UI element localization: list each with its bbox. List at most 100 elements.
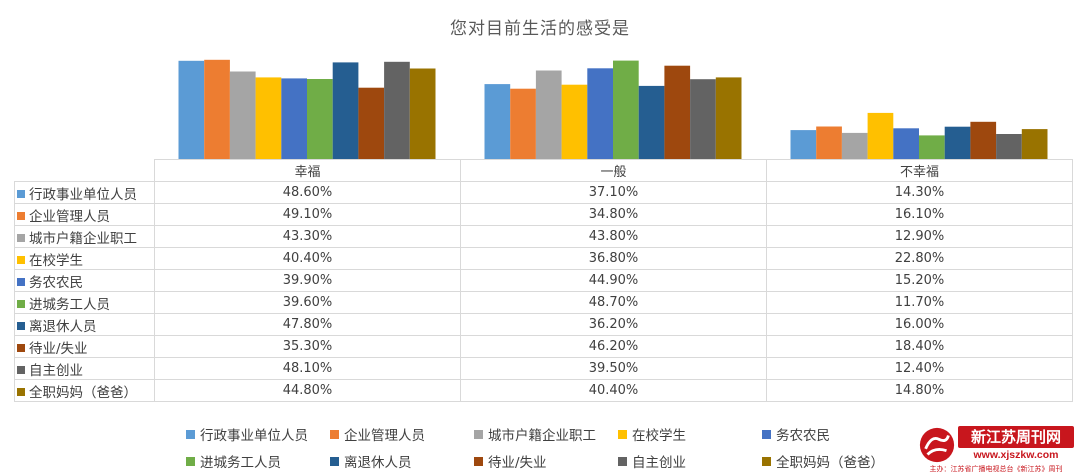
table-row: 进城务工人员 39.60% 48.70% 11.70% [14, 291, 1073, 314]
series-name: 行政事业单位人员 [29, 186, 137, 203]
series-swatch [17, 299, 25, 308]
data-table: 幸福 一般 不幸福 行政事业单位人员 48.60% 37.10% 14.30% 企业管理人员 4… [14, 159, 1073, 402]
legend-item: 城市户籍企业职工 [474, 424, 618, 444]
legend-swatch [474, 456, 483, 466]
bar [358, 87, 385, 159]
bar [715, 77, 742, 159]
series-label-cell: 城市户籍企业职工 [14, 225, 155, 248]
data-label: 22.80% [766, 247, 1073, 270]
series-swatch [17, 387, 25, 396]
legend-label: 自主创业 [632, 455, 686, 471]
data-label: 14.80% [766, 379, 1073, 402]
series-name: 在校学生 [29, 252, 83, 269]
series-label-cell: 进城务工人员 [14, 291, 155, 314]
legend-label: 待业/失业 [488, 455, 547, 471]
legend-item: 全职妈妈（爸爸） [762, 451, 906, 471]
data-label: 47.80% [154, 313, 461, 336]
data-label: 48.60% [154, 181, 461, 204]
data-label: 43.30% [154, 225, 461, 248]
table-row: 离退休人员 47.80% 36.20% 16.00% [14, 313, 1073, 336]
bar [409, 68, 436, 159]
bar [255, 77, 282, 159]
data-label: 44.80% [154, 379, 461, 402]
table-row: 在校学生 40.40% 36.80% 22.80% [14, 247, 1073, 270]
legend-label: 离退休人员 [344, 455, 412, 471]
series-swatch [17, 277, 25, 286]
table-row: 全职妈妈（爸爸） 44.80% 40.40% 14.80% [14, 379, 1073, 402]
legend-label: 进城务工人员 [200, 455, 281, 471]
series-name: 全职妈妈（爸爸） [29, 384, 137, 401]
bar [638, 85, 665, 159]
data-label: 12.90% [766, 225, 1073, 248]
logo-emblem-icon [919, 427, 955, 463]
data-label: 16.00% [766, 313, 1073, 336]
legend-item: 在校学生 [618, 424, 762, 444]
legend-item: 务农农民 [762, 424, 906, 444]
bar [790, 130, 817, 159]
bar [919, 135, 945, 159]
data-label: 12.40% [766, 357, 1073, 380]
legend-swatch [474, 429, 483, 439]
table-row: 务农农民 39.90% 44.90% 15.20% [14, 269, 1073, 292]
bar [613, 60, 639, 159]
series-swatch [17, 189, 25, 198]
category-label: 幸福 [154, 159, 461, 182]
legend-item: 自主创业 [618, 451, 762, 471]
data-label: 35.30% [154, 335, 461, 358]
legend-label: 务农农民 [776, 428, 830, 444]
legend-label: 城市户籍企业职工 [488, 428, 596, 444]
series-label-cell: 离退休人员 [14, 313, 155, 336]
bar [484, 84, 511, 159]
series-name: 自主创业 [29, 362, 83, 379]
series-name: 务农农民 [29, 274, 83, 291]
bar [944, 126, 971, 159]
table-row: 城市户籍企业职工 43.30% 43.80% 12.90% [14, 225, 1073, 248]
legend-item: 待业/失业 [474, 451, 618, 471]
data-label: 11.70% [766, 291, 1073, 314]
bar [690, 79, 716, 159]
bar [332, 62, 359, 159]
legend-item: 行政事业单位人员 [186, 424, 330, 444]
legend-swatch [330, 456, 339, 466]
bar [893, 128, 919, 159]
bar [281, 78, 307, 159]
logo-url: www.xjszkw.com [973, 449, 1059, 461]
legend-swatch [618, 456, 627, 466]
data-label: 15.20% [766, 269, 1073, 292]
category-label: 一般 [460, 159, 767, 182]
table-corner-cell [14, 159, 155, 182]
legend-item: 企业管理人员 [330, 424, 474, 444]
table-row: 待业/失业 35.30% 46.20% 18.40% [14, 335, 1073, 358]
legend-swatch [186, 429, 195, 439]
category-label: 不幸福 [766, 159, 1073, 182]
data-label: 44.90% [460, 269, 767, 292]
series-label-cell: 全职妈妈（爸爸） [14, 379, 155, 402]
bar [867, 112, 894, 159]
data-label: 36.80% [460, 247, 767, 270]
bar [204, 59, 230, 159]
legend-label: 企业管理人员 [344, 428, 425, 444]
bar [384, 61, 410, 159]
bar [510, 88, 536, 159]
bar [178, 60, 205, 159]
series-label-cell: 待业/失业 [14, 335, 155, 358]
data-label: 40.40% [460, 379, 767, 402]
series-name: 离退休人员 [29, 318, 97, 335]
legend-swatch [186, 456, 195, 466]
legend-label: 全职妈妈（爸爸） [776, 455, 884, 471]
data-label: 48.70% [460, 291, 767, 314]
chart-title: 您对目前生活的感受是 [450, 19, 630, 39]
bar [996, 134, 1022, 159]
data-label: 36.20% [460, 313, 767, 336]
legend-swatch [762, 456, 771, 466]
data-label: 49.10% [154, 203, 461, 226]
table-row: 自主创业 48.10% 39.50% 12.40% [14, 357, 1073, 380]
series-label-cell: 务农农民 [14, 269, 155, 292]
series-name: 城市户籍企业职工 [29, 230, 137, 247]
series-swatch [17, 343, 25, 352]
legend-label: 在校学生 [632, 428, 686, 444]
data-label: 46.20% [460, 335, 767, 358]
series-label-cell: 在校学生 [14, 247, 155, 270]
table-header-row: 幸福 一般 不幸福 [14, 159, 1073, 182]
